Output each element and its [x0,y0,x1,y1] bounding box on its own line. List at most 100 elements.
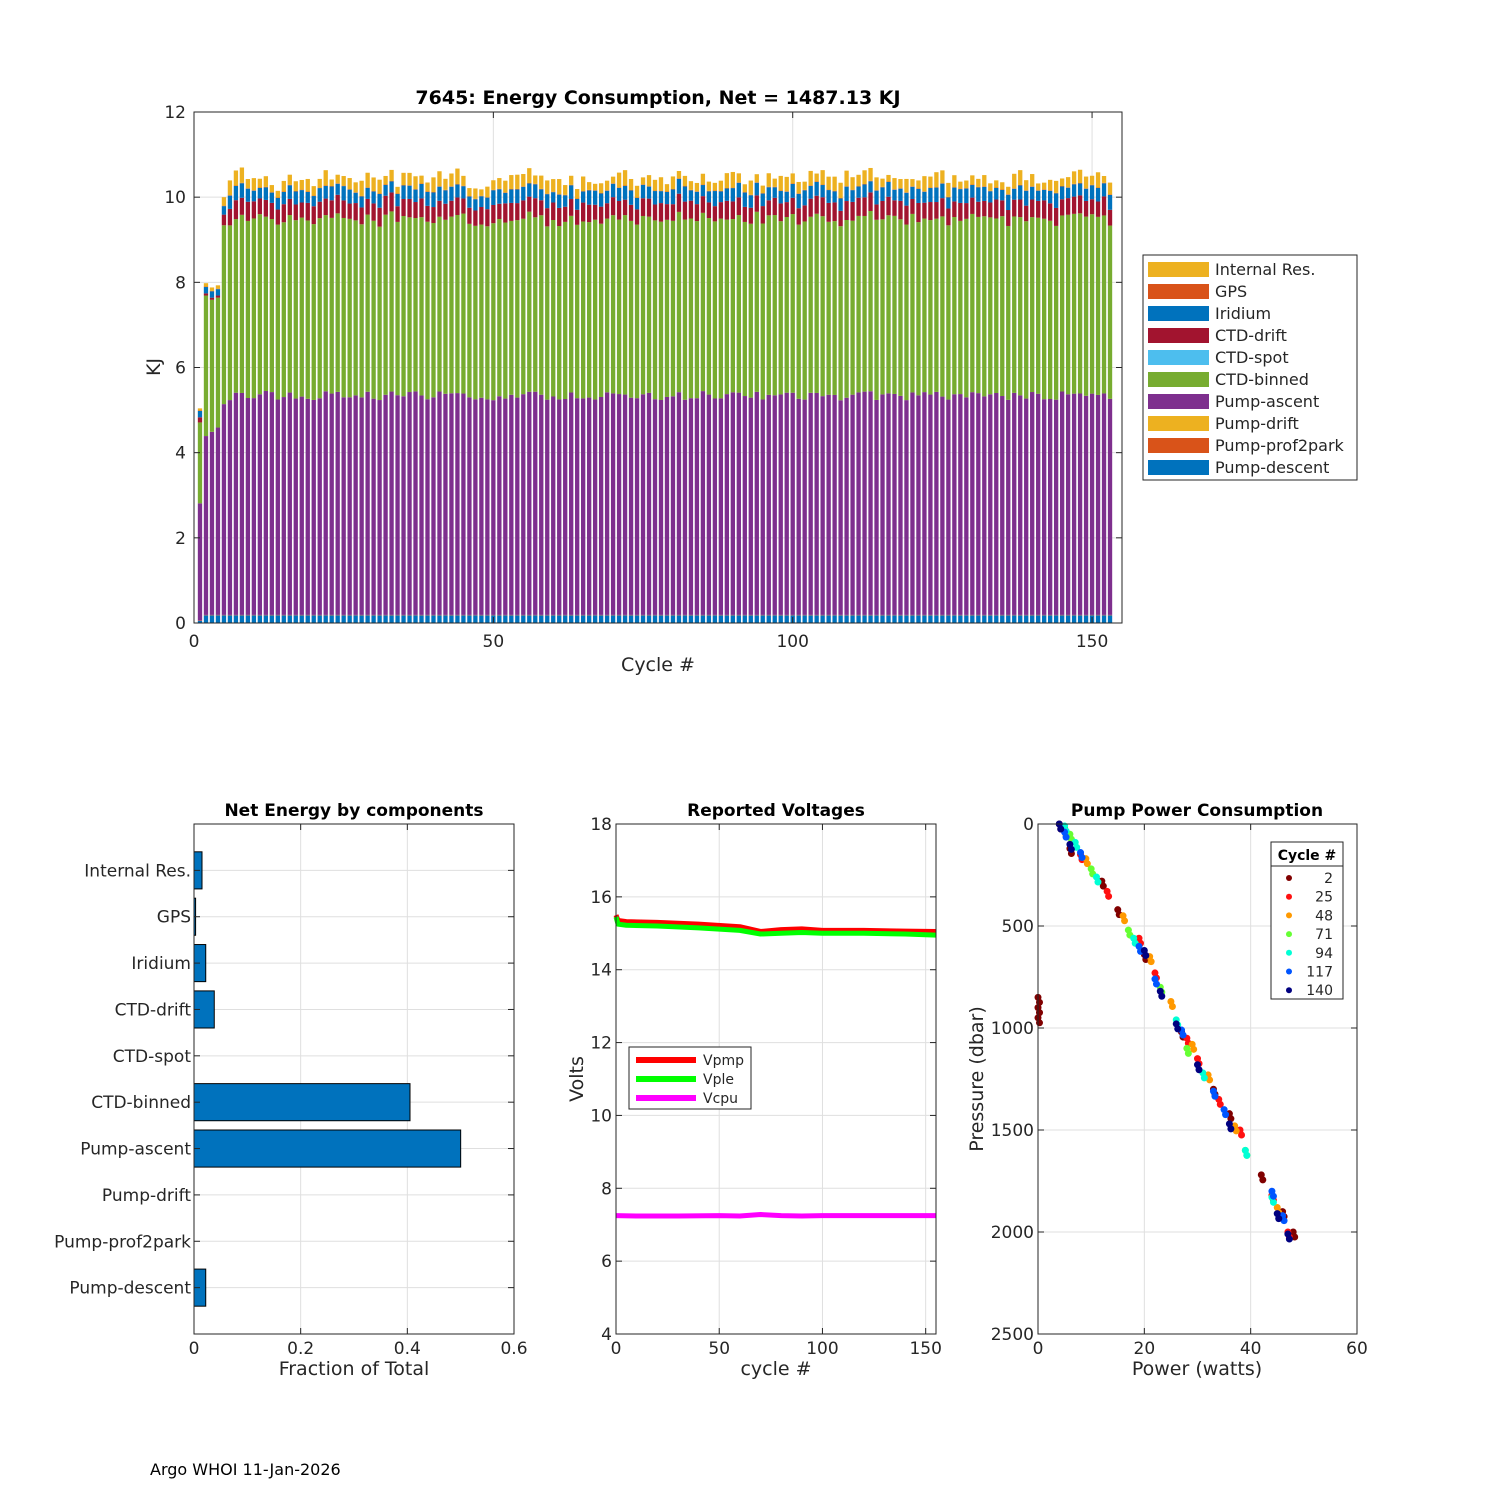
top-bar-segment-internal-res- [976,178,981,187]
top-bar-segment-ctd-binned [922,218,927,393]
top-bar-segment-ctd-drift [670,204,676,221]
top-bar-segment-pump-ascent [293,398,298,615]
bl-y-tick-label: Pump-ascent [80,1140,191,1160]
bl-x-tick-label: 0.2 [287,1339,314,1359]
top-bar-segment-iridium [886,181,891,197]
top-bar-segment-internal-res- [844,170,849,187]
top-bar-segment-pump-ascent [994,393,999,615]
top-bar-segment-ctd-drift [215,295,221,298]
top-bar-segment-ctd-drift [1006,210,1011,226]
top-bar-segment-iridium [365,187,370,199]
top-bar-segment-pump-descent [539,615,544,623]
top-bar-segment-pump-ascent [1018,395,1023,615]
top-bar-segment-ctd-drift [826,202,831,222]
top-bar-segment-internal-res- [706,181,712,191]
top-bar-segment-internal-res- [389,169,394,181]
top-bar-segment-ctd-binned [323,215,328,392]
top-bar-segment-ctd-drift [1030,199,1035,218]
top-bar-segment-ctd-binned [916,222,921,396]
top-bar-segment-iridium [245,188,251,202]
top-bar-segment-pump-descent [910,615,915,623]
top-bar-segment-iridium [862,184,867,198]
top-bar-segment-ctd-binned [1000,216,1005,397]
top-bar-segment-internal-res- [682,175,688,187]
top-bar-segment-iridium [467,196,472,208]
bm-y-tick-label: 14 [590,961,612,981]
top-bar-segment-pump-descent [880,615,885,623]
top-bar-segment-iridium [491,190,496,205]
top-bar-segment-pump-ascent [1012,392,1017,615]
top-bar-segment-iridium [233,185,239,201]
top-bar-segment-internal-res- [1071,171,1077,184]
top-bar-segment-internal-res- [598,183,604,194]
top-bar-segment-internal-res- [742,184,747,193]
top-bar-segment-pump-ascent [1071,393,1077,615]
top-bar-segment-iridium [940,183,945,199]
top-bar-segment-iridium [1042,189,1047,201]
top-y-tick-label: 4 [175,444,186,464]
top-bar-segment-pump-descent [844,615,849,623]
top-bar-segment-ctd-drift [982,200,987,217]
top-bar-segment-pump-ascent [269,392,274,615]
top-bar-segment-ctd-drift [449,200,454,217]
top-legend-swatch [1148,350,1209,365]
top-bar-segment-iridium [868,181,873,193]
top-bar-segment-ctd-drift [778,203,783,222]
top-bar-segment-pump-ascent [748,397,753,615]
top-bar-segment-iridium [431,192,436,208]
bm-legend-label: Vpmp [703,1053,744,1069]
top-bar-segment-ctd-drift [239,197,245,215]
top-bar-segment-iridium [766,187,771,201]
top-bar-segment-iridium [604,190,610,204]
bm-line-vpmp [613,914,937,934]
top-bar-segment-internal-res- [1036,183,1041,191]
top-bar-segment-pump-descent [371,615,376,623]
top-bar-segment-ctd-binned [1036,217,1041,394]
top-bar-segment-pump-descent [1018,615,1023,623]
top-bar-segment-ctd-drift [575,209,580,225]
top-bar-segment-ctd-binned [1083,216,1089,396]
top-bar-segment-pump-descent [736,615,741,623]
top-bar-segment-pump-descent [604,615,610,623]
top-bar-segment-ctd-binned [856,215,861,393]
top-bar-segment-iridium [1089,185,1095,200]
top-bar-segment-internal-res- [575,189,580,199]
br-point-cycle-94 [1243,1151,1251,1159]
top-bar-segment-internal-res- [239,167,245,183]
top-bar-segment-pump-ascent [365,391,370,615]
top-bar-segment-iridium [269,192,274,203]
top-bar-segment-internal-res- [820,170,825,185]
top-bar-segment-iridium [598,193,604,207]
top-bar-segment-ctd-drift [886,196,891,216]
bl-y-tick-label: CTD-drift [115,1000,192,1020]
top-bar-segment-ctd-drift [802,205,807,222]
top-bar-segment-ctd-drift [1053,207,1059,226]
top-bar-segment-ctd-binned [479,224,484,398]
top-bar-segment-ctd-drift [742,206,747,222]
top-bar-segment-iridium [527,183,532,197]
top-bar-segment-ctd-drift [485,209,490,227]
top-bar-segment-internal-res- [676,171,682,179]
top-bar-segment-pump-ascent [401,396,406,615]
top-bar-segment-ctd-drift [676,193,682,212]
top-bar-segment-pump-descent [293,615,298,623]
top-bar-segment-internal-res- [640,177,646,185]
br-legend-label: 94 [1315,946,1333,962]
top-bar-segment-iridium [898,188,903,201]
top-bar-segment-pump-ascent [904,400,909,615]
top-bar-segment-ctd-binned [1053,225,1059,400]
top-bar-segment-ctd-binned [551,220,556,397]
bl-x-tick-label: 0 [189,1339,200,1359]
top-bar-segment-iridium [820,185,825,198]
top-bar-segment-pump-descent [287,615,292,623]
top-bar-segment-pump-ascent [215,427,221,615]
top-bar-segment-ctd-binned [1042,218,1047,400]
top-bar-segment-ctd-drift [1107,209,1113,226]
top-bar-segment-internal-res- [557,179,562,195]
top-bar-segment-ctd-binned [461,213,466,394]
top-bar-segment-ctd-drift [353,203,358,221]
top-bar-segment-ctd-binned [545,226,550,400]
top-legend-label: Internal Res. [1215,260,1315,279]
top-bar-segment-iridium [413,189,418,203]
top-bar-segment-pump-ascent [539,394,544,615]
